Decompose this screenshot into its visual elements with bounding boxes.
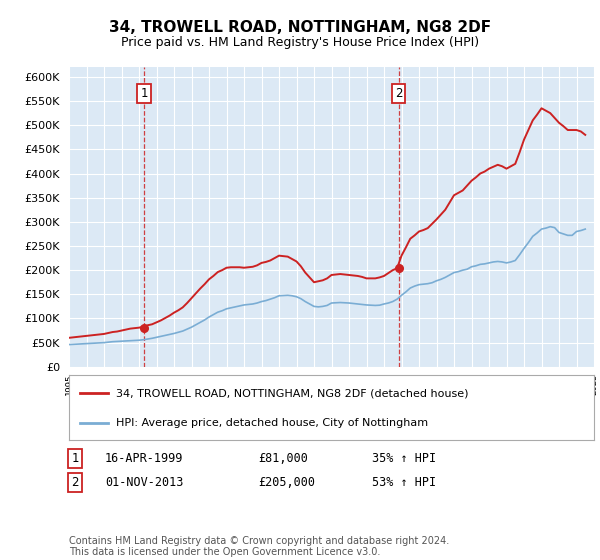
- Text: 34, TROWELL ROAD, NOTTINGHAM, NG8 2DF (detached house): 34, TROWELL ROAD, NOTTINGHAM, NG8 2DF (d…: [116, 388, 469, 398]
- Text: 2: 2: [395, 87, 402, 100]
- Text: 35% ↑ HPI: 35% ↑ HPI: [372, 451, 436, 465]
- Text: 34, TROWELL ROAD, NOTTINGHAM, NG8 2DF: 34, TROWELL ROAD, NOTTINGHAM, NG8 2DF: [109, 20, 491, 35]
- Text: 1: 1: [140, 87, 148, 100]
- Text: 16-APR-1999: 16-APR-1999: [105, 451, 184, 465]
- Text: Contains HM Land Registry data © Crown copyright and database right 2024.
This d: Contains HM Land Registry data © Crown c…: [69, 535, 449, 557]
- Text: 1: 1: [71, 451, 79, 465]
- Text: 2: 2: [71, 476, 79, 489]
- Text: Price paid vs. HM Land Registry's House Price Index (HPI): Price paid vs. HM Land Registry's House …: [121, 36, 479, 49]
- Text: 53% ↑ HPI: 53% ↑ HPI: [372, 476, 436, 489]
- Text: 01-NOV-2013: 01-NOV-2013: [105, 476, 184, 489]
- Text: £205,000: £205,000: [258, 476, 315, 489]
- Text: £81,000: £81,000: [258, 451, 308, 465]
- Text: HPI: Average price, detached house, City of Nottingham: HPI: Average price, detached house, City…: [116, 418, 428, 428]
